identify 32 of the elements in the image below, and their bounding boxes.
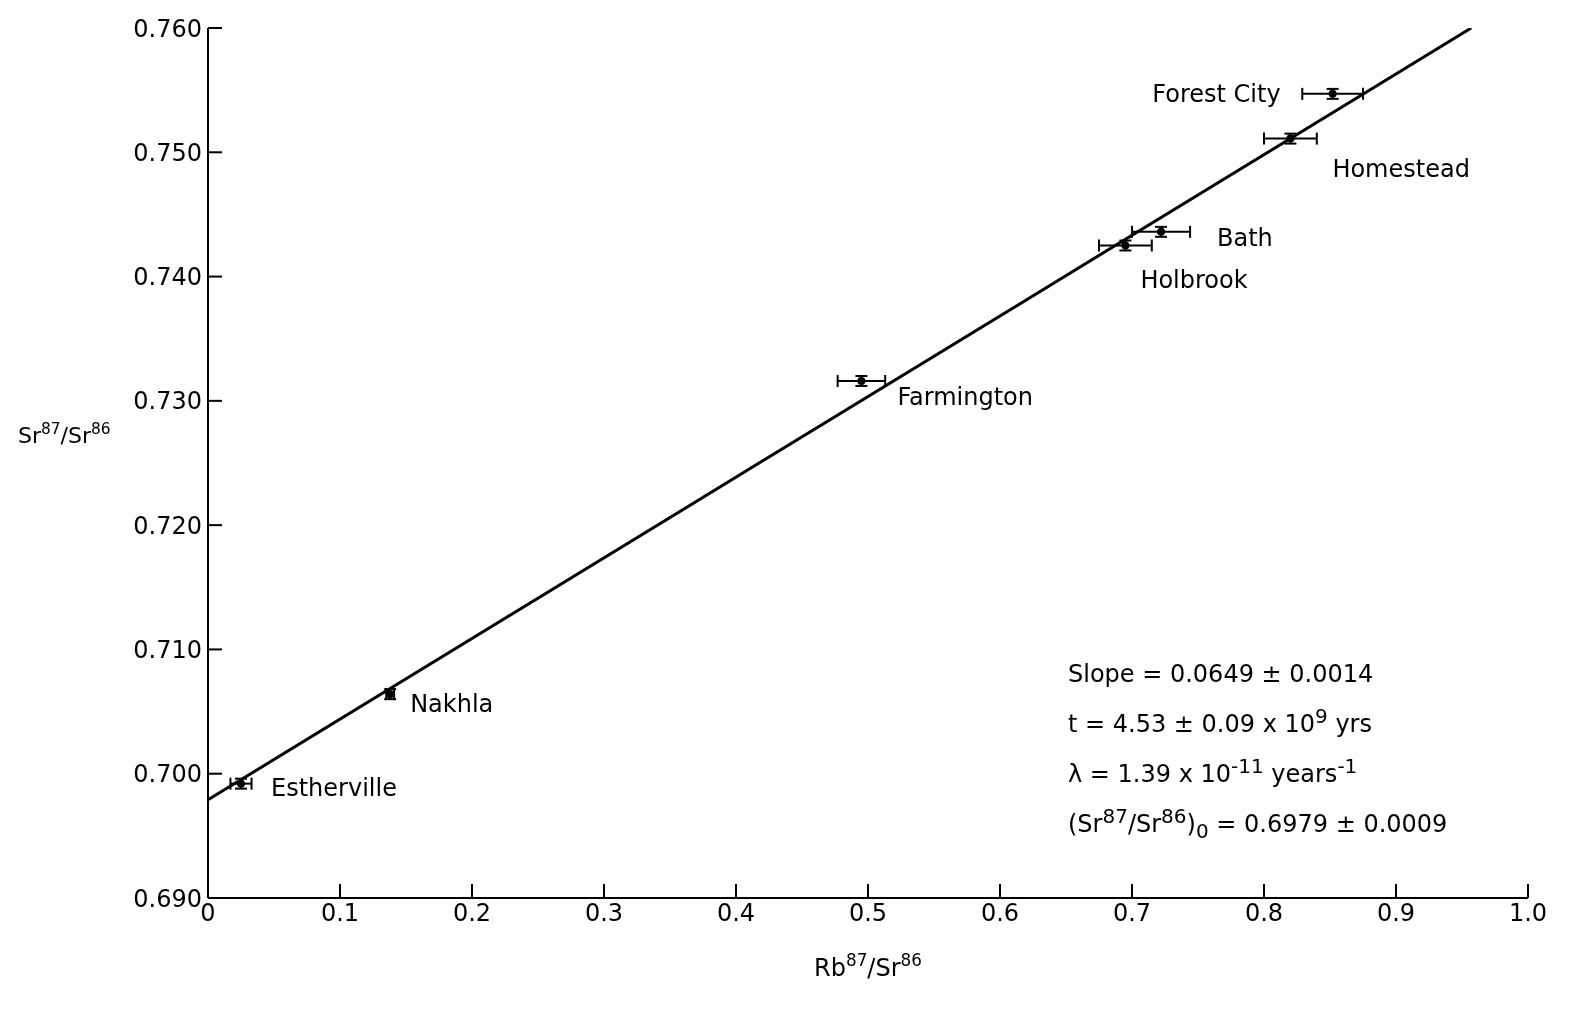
x-tick-label: 0.9 [1376, 899, 1416, 928]
annotation: t = 4.53 ± 0.09 x 10$^{9}$ yrs [1068, 703, 1373, 740]
annotation: (Sr$^{87}$/Sr$^{86}$)$_{0}$ = 0.6979 ± 0.0009 [1068, 803, 1448, 845]
x-tick-label: 1.0 [1508, 899, 1548, 928]
annotation: Estherville [271, 773, 397, 802]
y-tick-label: 0.710 [133, 635, 202, 664]
annotation: Homestead [1332, 154, 1470, 183]
y-tick-label: 0.760 [133, 14, 202, 43]
annotation: Holbrook [1140, 265, 1248, 294]
y-tick-label: 0.740 [133, 263, 202, 292]
y-tick-label: 0.690 [133, 884, 202, 913]
y-tick-label: 0.700 [133, 760, 202, 789]
annotation: Bath [1217, 223, 1273, 252]
annotation: Forest City [1152, 79, 1281, 108]
x-axis-title: Rb$^{87}$/Sr$^{86}$ [814, 950, 922, 982]
y-axis-title: Sr$^{87}$/Sr$^{86}$ [18, 420, 111, 448]
x-tick-label: 0 [200, 899, 216, 928]
annotation: λ = 1.39 x 10$^{-11}$ years$^{-1}$ [1068, 753, 1359, 790]
x-tick-label: 0.6 [980, 899, 1020, 928]
x-tick-label: 0.4 [716, 899, 756, 928]
x-tick-label: 0.3 [584, 899, 624, 928]
y-tick-label: 0.730 [133, 387, 202, 416]
annotation: Slope = 0.0649 ± 0.0014 [1068, 659, 1375, 690]
y-tick-label: 0.720 [133, 511, 202, 540]
y-tick-label: 0.750 [133, 138, 202, 167]
annotation: Farmington [897, 382, 1033, 411]
x-tick-label: 0.7 [1112, 899, 1152, 928]
x-tick-label: 0.8 [1244, 899, 1284, 928]
x-tick-label: 0.2 [452, 899, 492, 928]
x-tick-label: 0.1 [320, 899, 360, 928]
x-tick-label: 0.5 [848, 899, 888, 928]
annotation: Nakhla [410, 690, 494, 719]
